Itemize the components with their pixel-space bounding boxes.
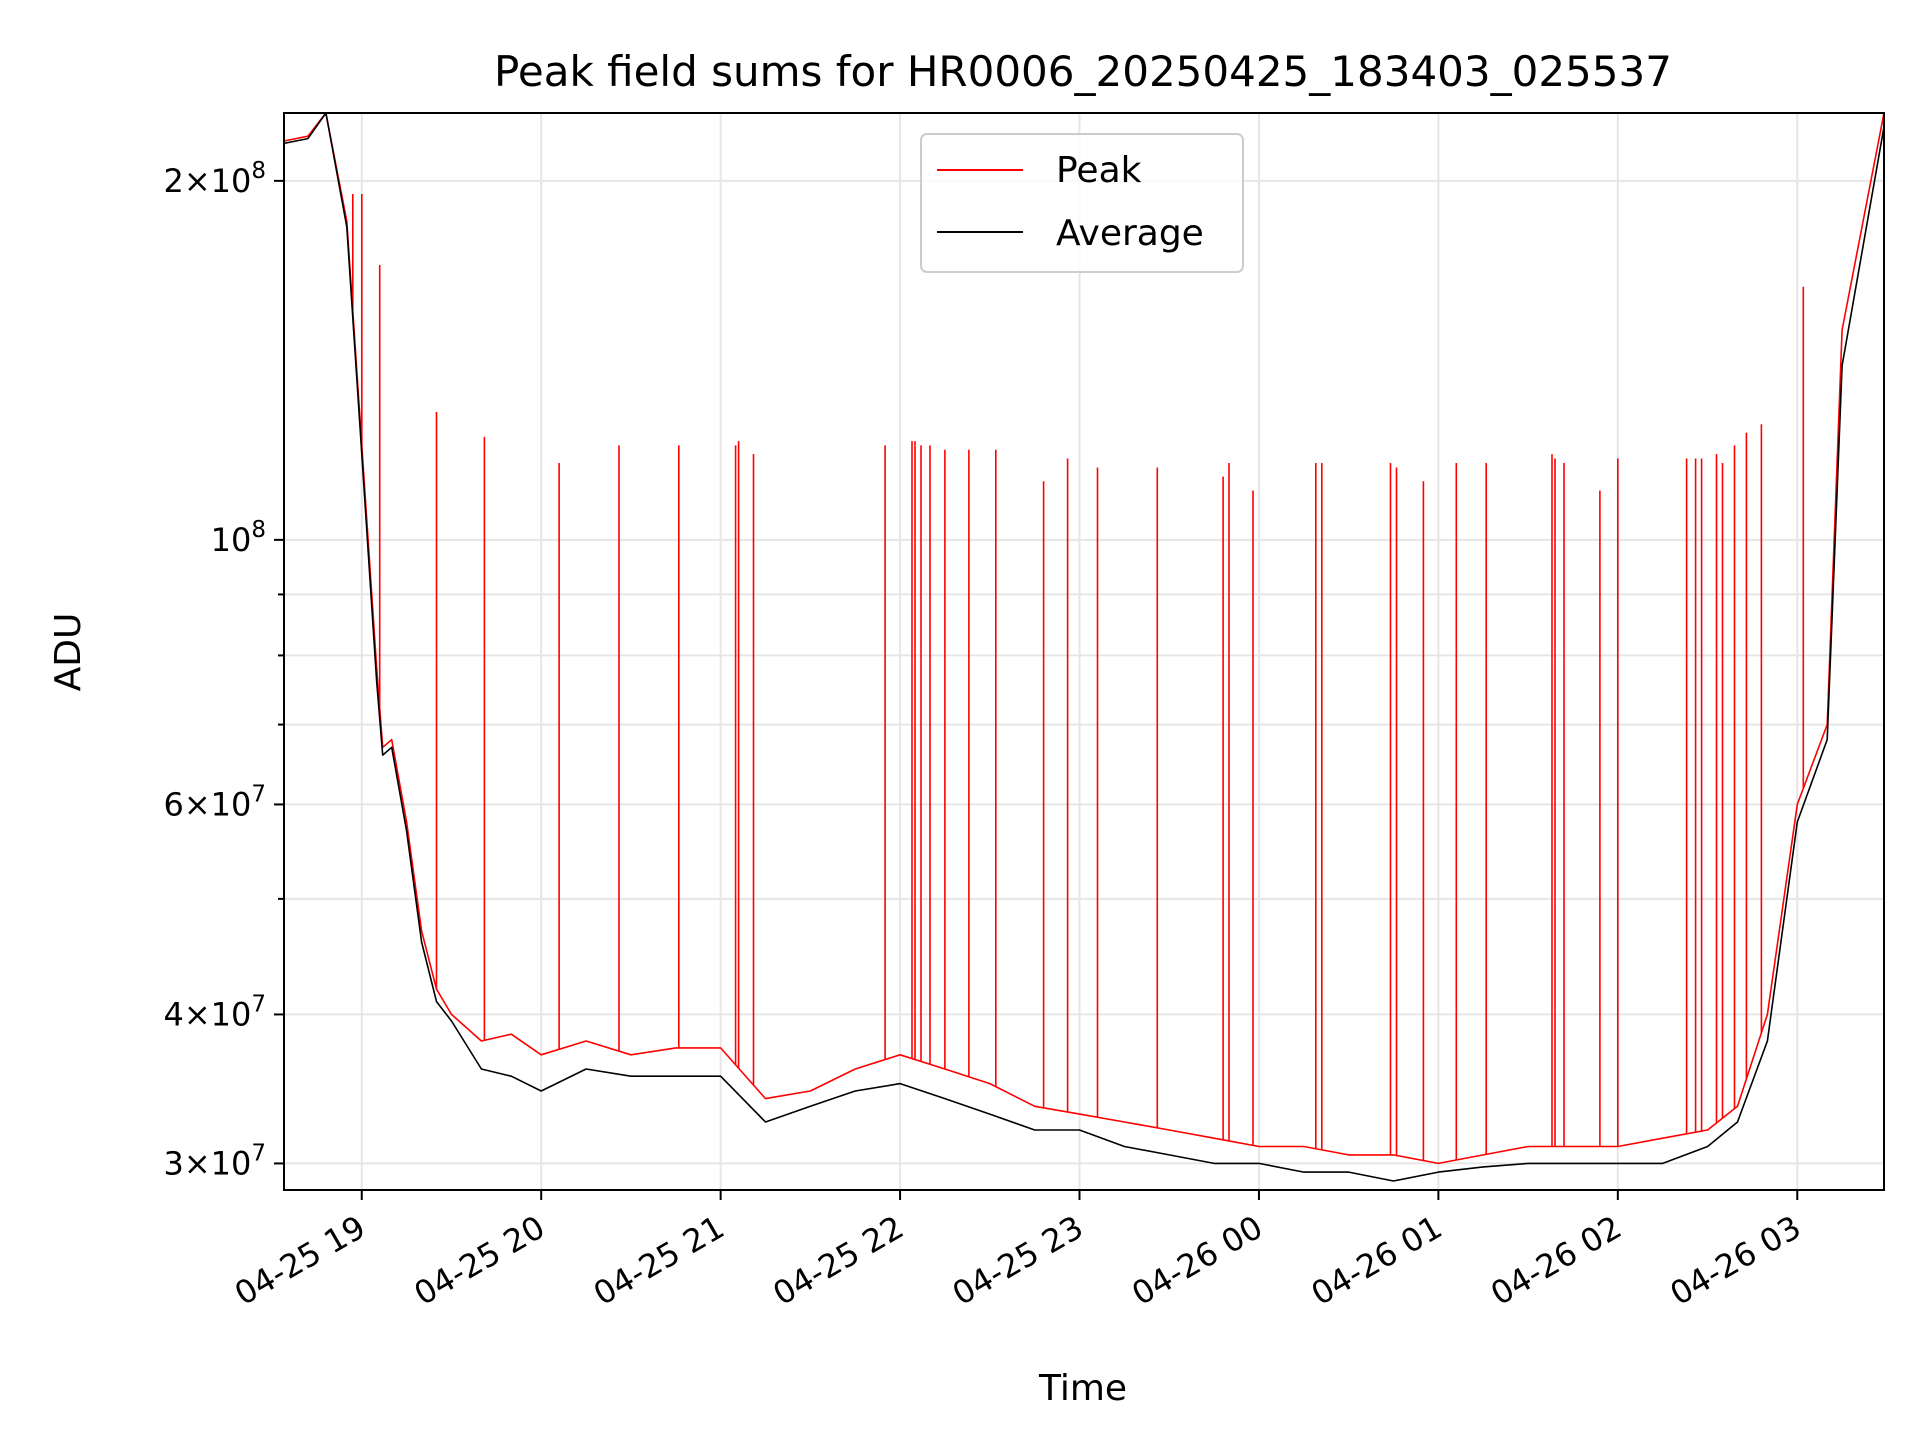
x-axis-label: Time [1038, 1368, 1127, 1409]
y-tick-label: 4×107 [163, 991, 266, 1033]
plot-area [283, 112, 1885, 1182]
y-tick-label: 6×107 [163, 781, 266, 823]
y-tick-label: 108 [211, 517, 266, 559]
y-tick-label: 2×108 [163, 158, 266, 200]
legend-label-peak: Peak [1056, 150, 1142, 191]
x-gridlines [360, 113, 1799, 1190]
y-axis-label: ADU [48, 613, 89, 692]
y-tick-label: 3×107 [163, 1140, 266, 1182]
legend-label-average: Average [1056, 213, 1204, 254]
plot-frame [283, 112, 1885, 1191]
chart-title: Peak field sums for HR0006_20250425_1834… [494, 47, 1672, 96]
legend: Peak Average [920, 133, 1244, 273]
y-axis-ticks: 3×107 4×107 6×107 108 2×108 [163, 158, 284, 1182]
series-line-average [283, 112, 1885, 1182]
peak-spikes [351, 194, 1805, 1161]
legend-box [920, 133, 1244, 273]
